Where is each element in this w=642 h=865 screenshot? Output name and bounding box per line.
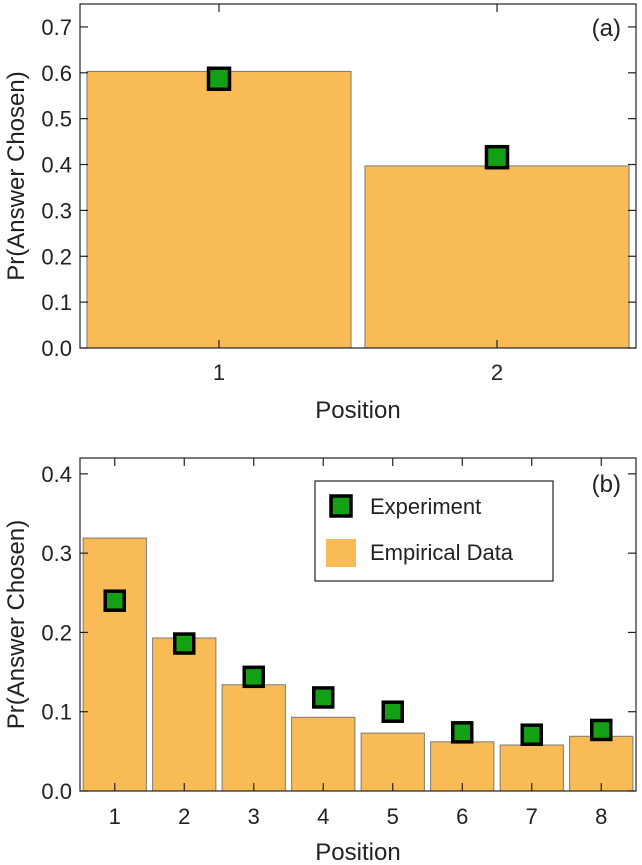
bar-2 [152,637,217,792]
bar-2 [364,165,630,349]
x-tick-label: 7 [526,804,538,829]
x-tick-label: 8 [595,804,607,829]
bar-4 [291,716,356,792]
x-tick-label: 3 [248,804,260,829]
bar-5 [360,732,425,792]
y-tick-label: 0.3 [41,198,72,223]
x-tick-label: 6 [456,804,468,829]
y-tick-label: 0.4 [41,153,72,178]
y-axis-label: Pr(Answer Chosen) [3,520,30,729]
marker-4 [312,686,335,709]
y-tick-label: 0.1 [41,700,72,725]
legend-bar-swatch [326,539,356,567]
plot-frame [79,3,637,349]
plot-frame [79,457,637,792]
y-tick-label: 0.5 [41,107,72,132]
legend: Experiment Empirical Data [314,480,554,582]
x-tick-label: 4 [317,804,329,829]
marker-7 [520,723,543,746]
y-tick-label: 0.0 [41,336,72,361]
marker-8 [590,718,613,742]
y-tick-label: 0.4 [41,462,72,487]
legend-label-experiment: Experiment [370,494,481,519]
marker-1 [103,589,126,612]
marker-2 [173,632,196,655]
bar-1 [86,70,352,349]
chart-panel-b: 0.0 0.1 0.2 0.3 0.4 1 2 3 4 5 6 7 8 Position Pr(Answer… [3,457,637,865]
x-tick-label: 1 [213,360,225,385]
panel-label: (a) [592,15,621,42]
y-tick-label: 0.3 [41,541,72,566]
legend-marker-swatch [329,494,353,518]
legend-label-empirical: Empirical Data [370,540,514,565]
y-tick-label: 0.0 [41,779,72,804]
x-axis-label: Position [315,397,400,424]
marker-3 [242,665,265,689]
x-tick-label: 5 [387,804,399,829]
y-tick-label: 0.6 [41,61,72,86]
x-tick-label: 1 [109,804,121,829]
bar-3 [221,684,286,792]
marker-2 [484,144,510,170]
bar-1 [82,537,147,792]
y-tick-label: 0.1 [41,290,72,315]
bar-6 [430,741,495,792]
y-tick-label: 0.2 [41,620,72,645]
y-tick-label: 0.2 [41,244,72,269]
bar-8 [569,735,634,792]
marker-6 [451,721,474,744]
chart-panel-a: 0.0 0.1 0.2 0.3 0.4 0.5 0.6 0.7 1 2 Position Pr(Ans… [3,3,637,424]
x-tick-label: 2 [178,804,190,829]
y-tick-label: 0.7 [41,15,72,40]
y-axis-label: Pr(Answer Chosen) [3,71,30,280]
marker-1 [206,66,232,92]
panel-label: (b) [592,471,621,498]
x-tick-label: 2 [491,360,503,385]
marker-5 [381,700,404,723]
x-axis-label: Position [315,839,400,865]
